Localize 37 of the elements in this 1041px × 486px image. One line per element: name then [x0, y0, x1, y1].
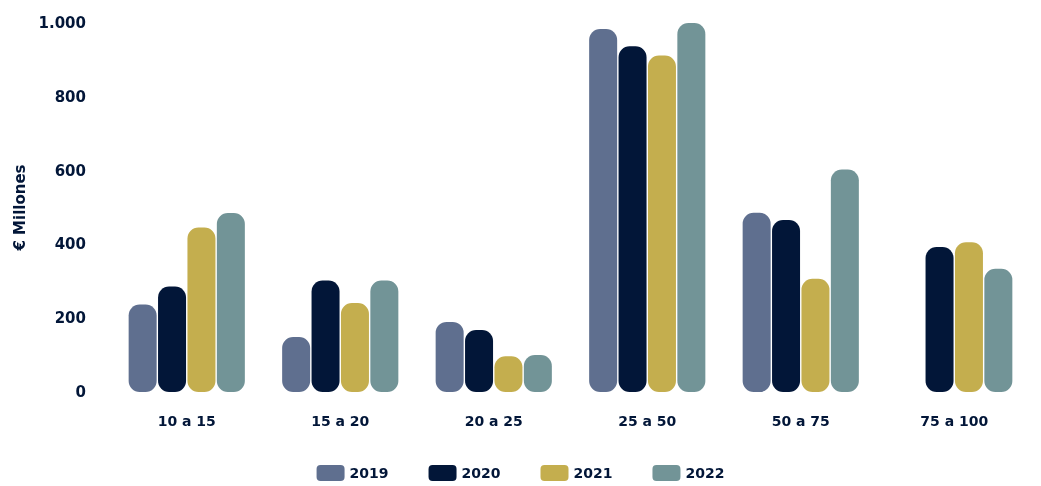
x-tick-label: 75 a 100 — [920, 413, 989, 429]
y-tick-label: 400 — [54, 235, 86, 254]
x-tick-label: 25 a 50 — [618, 413, 677, 429]
y-tick-label: 600 — [54, 161, 86, 180]
legend-label: 2020 — [461, 465, 501, 481]
y-tick-label: 1.000 — [38, 14, 86, 32]
y-tick-label: 0 — [75, 383, 86, 401]
legend-label: 2022 — [685, 465, 725, 481]
bar — [216, 213, 245, 392]
bar — [742, 212, 771, 392]
legend-label: 2021 — [573, 465, 613, 481]
bar — [801, 278, 830, 392]
x-tick-label: 20 a 25 — [464, 413, 523, 429]
bar — [187, 227, 216, 392]
bar — [772, 220, 801, 392]
x-tick-label: 50 a 75 — [771, 413, 830, 429]
bar — [465, 330, 494, 392]
x-tick-label: 15 a 20 — [311, 413, 370, 429]
bar — [925, 246, 954, 392]
bar — [618, 46, 647, 392]
bar — [435, 321, 464, 392]
bar — [830, 169, 859, 392]
bar — [340, 303, 369, 392]
bar — [158, 286, 187, 392]
y-axis-title: € Millones — [11, 164, 30, 252]
bar — [589, 28, 618, 392]
bar — [647, 55, 676, 392]
x-tick-label: 10 a 15 — [157, 413, 216, 429]
bar — [677, 23, 706, 392]
y-tick-label: 200 — [54, 309, 86, 328]
bar — [370, 280, 399, 392]
bar — [311, 280, 340, 392]
y-tick-label: 800 — [54, 87, 86, 106]
bar — [984, 268, 1013, 392]
bar — [128, 304, 157, 392]
legend-label: 2019 — [349, 465, 389, 481]
bar — [954, 242, 983, 392]
